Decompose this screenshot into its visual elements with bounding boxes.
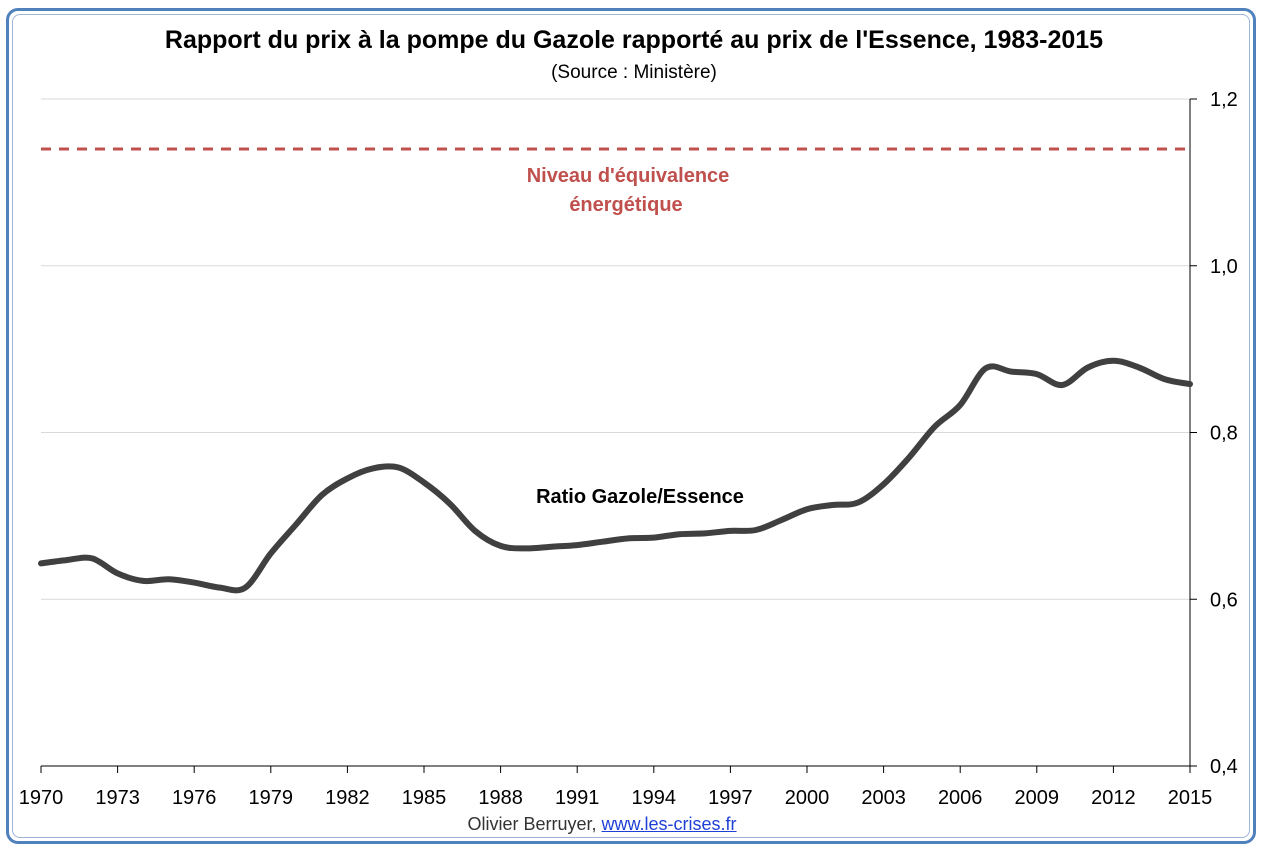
footer: Olivier Berruyer, www.les-crises.fr <box>0 814 1204 835</box>
x-tick-label: 2006 <box>938 787 983 809</box>
footer-link[interactable]: www.les-crises.fr <box>601 814 737 834</box>
chart-frame <box>6 8 1256 844</box>
x-tick-label: 2003 <box>861 787 906 809</box>
series-line-ratio-gazole-essence <box>38 357 1193 594</box>
footer-author: Olivier Berruyer, <box>467 814 597 834</box>
x-tick-label: 2015 <box>1168 787 1213 809</box>
reference-label-line1: Niveau d'équivalence <box>527 165 730 187</box>
tick-labels: 0,4 0,6 0,8 1,0 1,2 1970 1973 1976 1979 1982 1985 1… <box>19 89 1238 809</box>
reference-label-line2: énergétique <box>569 194 682 216</box>
x-tick-label: 2000 <box>785 787 830 809</box>
y-tick-label: 1,2 <box>1210 89 1238 111</box>
chart-subtitle: (Source : Ministère) <box>551 62 717 83</box>
chart-title: Rapport du prix à la pompe du Gazole rap… <box>164 26 1104 54</box>
x-tick-label: 1970 <box>19 787 64 809</box>
x-tick-label: 1994 <box>632 787 677 809</box>
x-tick-label: 1988 <box>478 787 523 809</box>
x-tick-label: 2012 <box>1091 787 1136 809</box>
series-group <box>38 357 1193 594</box>
chart-frame-inner <box>12 14 1250 838</box>
x-tick-label: 1979 <box>249 787 294 809</box>
gridlines <box>41 98 1190 600</box>
x-tick-label: 2009 <box>1015 787 1060 809</box>
axes <box>40 98 1197 773</box>
x-tick-label: 1991 <box>555 787 600 809</box>
x-tick-label: 1982 <box>325 787 370 809</box>
y-tick-label: 0,8 <box>1210 423 1238 445</box>
y-tick-label: 1,0 <box>1210 256 1238 278</box>
x-tick-label: 1985 <box>402 787 447 809</box>
x-tick-label: 1973 <box>95 787 140 809</box>
x-tick-label: 1997 <box>708 787 753 809</box>
y-tick-label: 0,6 <box>1210 589 1238 611</box>
x-tick-label: 1976 <box>172 787 217 809</box>
y-tick-label: 0,4 <box>1210 756 1238 778</box>
series-label: Ratio Gazole/Essence <box>536 486 744 508</box>
